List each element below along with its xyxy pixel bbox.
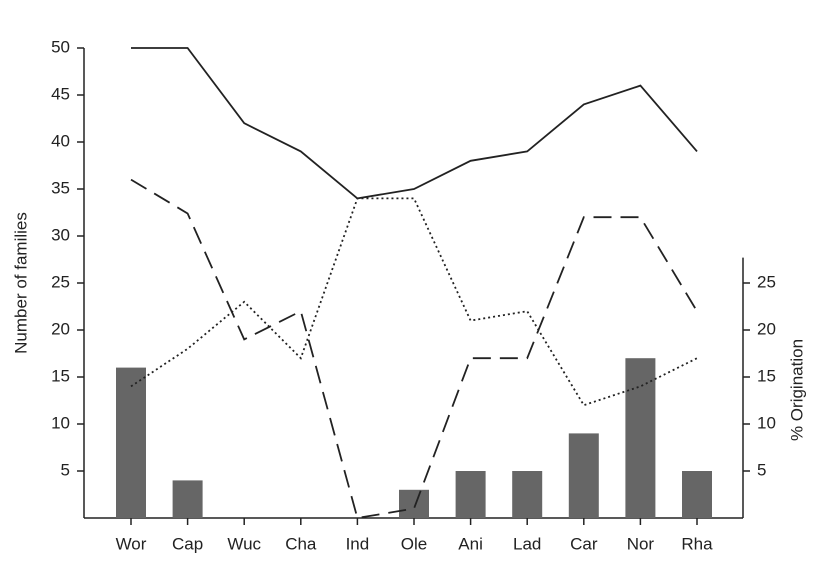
y-tick-label: 10 [51, 413, 70, 432]
bar [682, 471, 712, 518]
bar [455, 471, 486, 518]
bar [116, 367, 146, 518]
y2-tick-label: 15 [757, 366, 776, 385]
line-dotted [130, 197, 698, 407]
y2-tick-label: 20 [757, 319, 776, 338]
bar [512, 471, 543, 518]
bar [568, 433, 599, 518]
y2-tick-label: 25 [757, 272, 776, 291]
y-tick-label: 15 [51, 366, 70, 385]
x-tick-label: Lad [513, 534, 541, 553]
y-tick-label: 45 [51, 84, 70, 103]
x-tick-label: Ind [346, 534, 370, 553]
x-tick-label: Cap [172, 534, 203, 553]
x-tick-label: Cha [285, 534, 317, 553]
y-tick-label: 25 [51, 272, 70, 291]
y-tick-label: 30 [51, 225, 70, 244]
x-tick-label: Ani [458, 534, 483, 553]
line-dashed [130, 178, 698, 520]
line-solid [131, 47, 698, 200]
y-tick-label: 35 [51, 178, 70, 197]
y-tick-label: 5 [61, 460, 70, 479]
x-tick-label: Ole [401, 534, 427, 553]
x-tick-label: Rha [681, 534, 713, 553]
y-axis-label: Number of families [11, 212, 30, 354]
bar [172, 480, 203, 518]
y2-tick-label: 5 [757, 460, 766, 479]
x-tick-label: Wuc [227, 534, 261, 553]
y-tick-label: 20 [51, 319, 70, 338]
bar [625, 358, 656, 518]
x-tick-label: Nor [627, 534, 655, 553]
y2-tick-label: 10 [757, 413, 776, 432]
y-tick-label: 40 [51, 131, 70, 150]
bar [399, 489, 429, 518]
y-tick-label: 50 [51, 37, 70, 56]
x-tick-label: Wor [116, 534, 147, 553]
y2-axis-label: % Origination [787, 339, 806, 441]
x-tick-label: Car [570, 534, 598, 553]
